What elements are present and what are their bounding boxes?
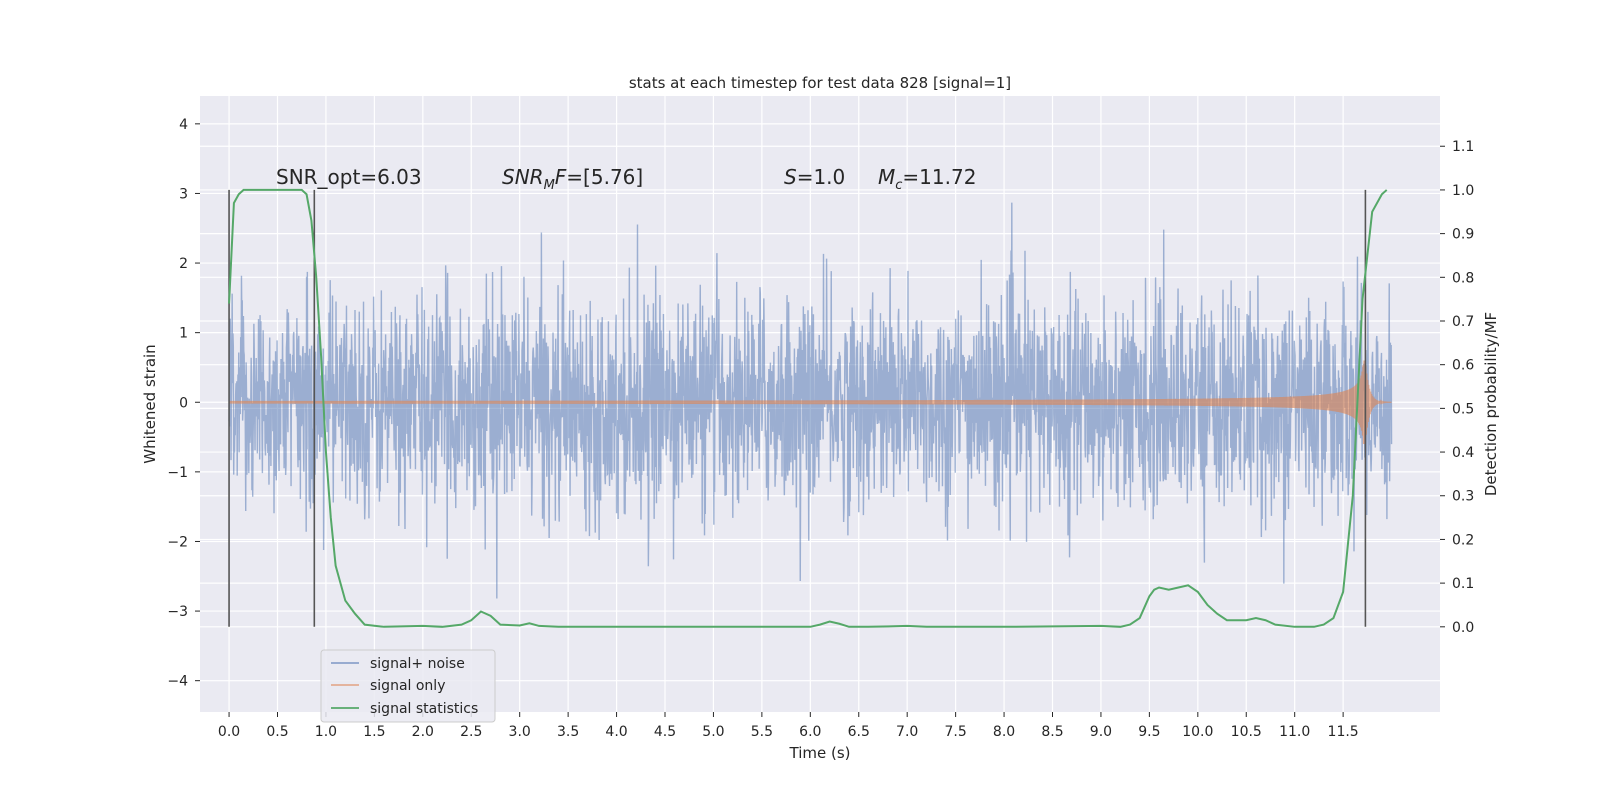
y-right-tick-label: 0.5 bbox=[1452, 401, 1474, 417]
y-right-tick-label: 1.1 bbox=[1452, 139, 1474, 155]
x-axis-label: Time (s) bbox=[789, 744, 851, 762]
annotation-mc: Mc=11.72 bbox=[878, 165, 976, 193]
y-axis-right-ticks: 0.0 0.1 0.2 0.3 0.4 0.5 0.6 0.7 0.8 0.9 1.0 1.1 bbox=[1440, 139, 1474, 636]
y-tick-label: 2 bbox=[179, 256, 188, 272]
signal-only-line bbox=[228, 360, 1392, 445]
x-tick-label: 7.5 bbox=[944, 724, 966, 740]
x-tick-label: 3.5 bbox=[557, 724, 579, 740]
x-tick-label: 5.5 bbox=[751, 724, 773, 740]
y-tick-label: −2 bbox=[167, 534, 188, 550]
x-tick-label: 9.0 bbox=[1090, 724, 1112, 740]
legend-label-signal-statistics: signal statistics bbox=[370, 701, 478, 717]
y-axis-ticks: −4 −3 −2 −1 0 1 2 3 4 bbox=[167, 117, 200, 690]
annotation-s: S=1.0 bbox=[784, 165, 845, 189]
series-signal-only bbox=[228, 360, 1392, 445]
signal-statistics-line bbox=[228, 188, 1388, 628]
x-tick-label: 1.5 bbox=[363, 724, 385, 740]
x-tick-label: 1.0 bbox=[315, 724, 337, 740]
legend-label-signal-only: signal only bbox=[370, 678, 445, 694]
chart-title: stats at each timestep for test data 828… bbox=[629, 74, 1011, 92]
y-tick-label: −1 bbox=[167, 465, 188, 481]
x-tick-label: 4.5 bbox=[654, 724, 676, 740]
y-axis-label: Whitened strain bbox=[141, 344, 159, 463]
y-right-tick-label: 0.9 bbox=[1452, 227, 1474, 243]
x-tick-label: 0.5 bbox=[266, 724, 288, 740]
y-right-tick-label: 0.7 bbox=[1452, 314, 1474, 330]
x-tick-label: 7.0 bbox=[896, 724, 918, 740]
x-tick-label: 6.5 bbox=[848, 724, 870, 740]
signal-plus-noise-line bbox=[228, 202, 1393, 599]
x-tick-label: 9.5 bbox=[1138, 724, 1160, 740]
x-axis-ticks: 0.0 0.5 1.0 1.5 2.0 2.5 3.0 3.5 4.0 4.5 5.0 5.5 6.0 6… bbox=[218, 712, 1359, 740]
series-signal-plus-noise bbox=[228, 202, 1393, 599]
y-right-tick-label: 0.0 bbox=[1452, 620, 1474, 636]
legend-label-signal-plus-noise: signal+ noise bbox=[370, 656, 465, 672]
y-tick-label: 3 bbox=[179, 186, 188, 202]
x-tick-label: 3.0 bbox=[509, 724, 531, 740]
y-tick-label: 0 bbox=[179, 395, 188, 411]
annotation-snr-opt: SNR_opt=6.03 bbox=[276, 165, 422, 189]
y-right-tick-label: 0.3 bbox=[1452, 489, 1474, 505]
x-tick-label: 2.0 bbox=[412, 724, 434, 740]
x-tick-label: 10.0 bbox=[1182, 724, 1213, 740]
x-tick-label: 5.0 bbox=[702, 724, 724, 740]
y-tick-label: 1 bbox=[179, 326, 188, 342]
legend-box bbox=[320, 649, 496, 723]
annotation-snr-mf: SNRMF=[5.76] bbox=[502, 165, 643, 193]
x-tick-label: 11.0 bbox=[1279, 724, 1310, 740]
x-tick-label: 2.5 bbox=[460, 724, 482, 740]
y-right-tick-label: 0.1 bbox=[1452, 576, 1474, 592]
y-right-tick-label: 0.8 bbox=[1452, 270, 1474, 286]
y-right-tick-label: 0.6 bbox=[1452, 358, 1474, 374]
x-tick-label: 8.0 bbox=[993, 724, 1015, 740]
y-right-tick-label: 0.2 bbox=[1452, 532, 1474, 548]
y-right-tick-label: 1.0 bbox=[1452, 183, 1474, 199]
x-tick-label: 11.5 bbox=[1328, 724, 1359, 740]
y-tick-label: 4 bbox=[179, 117, 188, 133]
x-tick-label: 0.0 bbox=[218, 724, 240, 740]
x-tick-label: 8.5 bbox=[1041, 724, 1063, 740]
series-signal-statistics bbox=[228, 188, 1388, 628]
y-axis-right-label: Detection probability/MF bbox=[1482, 312, 1500, 496]
legend: signal+ noise signal only signal statist… bbox=[320, 649, 496, 723]
y-tick-label: −4 bbox=[167, 674, 188, 690]
y-tick-label: −3 bbox=[167, 604, 188, 620]
y-right-tick-label: 0.4 bbox=[1452, 445, 1474, 461]
x-tick-label: 6.0 bbox=[799, 724, 821, 740]
x-tick-label: 4.0 bbox=[605, 724, 627, 740]
x-tick-label: 10.5 bbox=[1231, 724, 1262, 740]
